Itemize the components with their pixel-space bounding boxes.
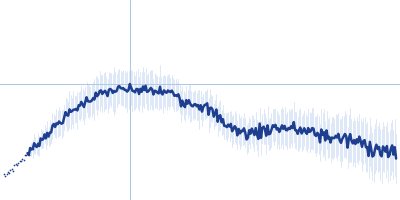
- Point: [2, 174, 8, 178]
- Point: [3, 172, 10, 176]
- Point: [11, 163, 18, 166]
- Point: [27, 146, 33, 150]
- Point: [18, 159, 24, 162]
- Point: [1, 172, 7, 175]
- Point: [7, 169, 14, 172]
- Point: [28, 148, 35, 151]
- Point: [19, 158, 26, 161]
- Point: [14, 163, 20, 167]
- Point: [23, 153, 30, 156]
- Point: [10, 169, 16, 172]
- Point: [15, 161, 22, 165]
- Point: [26, 153, 32, 157]
- Point: [8, 167, 15, 171]
- Point: [30, 147, 36, 151]
- Point: [16, 159, 23, 162]
- Point: [12, 163, 19, 166]
- Point: [31, 142, 37, 145]
- Point: [24, 151, 31, 155]
- Point: [22, 154, 28, 157]
- Point: [20, 158, 27, 162]
- Point: [6, 171, 12, 174]
- Point: [5, 171, 11, 174]
